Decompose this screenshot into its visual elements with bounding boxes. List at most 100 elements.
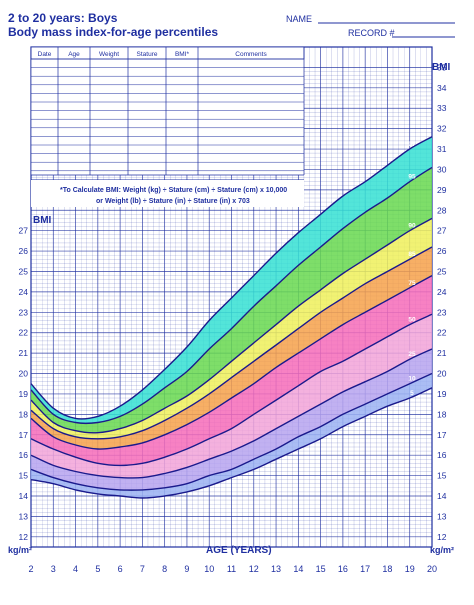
y-tick-left: 25 (19, 266, 29, 276)
table-header-cell: Weight (99, 51, 119, 58)
y-tick-left: 21 (19, 348, 29, 358)
x-tick: 6 (118, 564, 123, 574)
x-tick: 7 (140, 564, 145, 574)
formula-line1: *To Calculate BMI: Weight (kg) ÷ Stature… (60, 187, 287, 194)
x-tick: 14 (293, 564, 303, 574)
table-header-cell: Comments (235, 51, 267, 58)
y-tick-left: 19 (19, 389, 29, 399)
percentile-line-90 (30, 217, 433, 434)
band-75-50 (31, 275, 432, 466)
y-tick-right: 25 (437, 266, 447, 276)
percentile-line-10 (30, 372, 433, 491)
bmi-label-right: BMI (432, 62, 451, 73)
y-tick-right: 13 (437, 511, 447, 521)
y-tick-left: 24 (19, 287, 29, 297)
x-tick: 18 (382, 564, 392, 574)
y-tick-left: 23 (19, 307, 29, 317)
y-tick-right: 21 (437, 348, 447, 358)
y-tick-right: 22 (437, 328, 447, 338)
record-label: RECORD # (348, 28, 395, 38)
y-tick-left: 26 (19, 246, 29, 256)
table-header-cell: Age (68, 51, 80, 58)
table-header-cell: BMI* (175, 51, 190, 58)
measurement-table: Date Age Weight Stature BMI* Comments (30, 46, 305, 180)
percentile-label-85: 85 (408, 251, 416, 258)
x-tick: 20 (427, 564, 437, 574)
x-tick: 2 (28, 564, 33, 574)
percentile-label-10: 10 (408, 376, 416, 383)
y-tick-right: 15 (437, 471, 447, 481)
x-tick: 16 (338, 564, 348, 574)
y-tick-left: 13 (19, 511, 29, 521)
x-tick: 12 (249, 564, 259, 574)
y-tick-right: 18 (437, 409, 447, 419)
percentile-label-50: 50 (408, 317, 416, 324)
percentile-line-50 (30, 313, 433, 467)
percentile-label-5: 5 (410, 390, 414, 397)
y-tick-right: 16 (437, 450, 447, 460)
band-50-25 (31, 314, 432, 479)
x-tick: 15 (316, 564, 326, 574)
chart-title-line1: 2 to 20 years: Boys (8, 11, 118, 25)
percentile-curves: 97 95 90 85 75 50 25 10 5 (30, 136, 433, 499)
percentile-label-95: 95 (408, 174, 416, 181)
x-tick: 8 (162, 564, 167, 574)
band-10-5 (31, 373, 432, 498)
ticks: 1213141516171819202122232425262712131415… (19, 62, 447, 574)
y-tick-right: 30 (437, 164, 447, 174)
y-tick-right: 32 (437, 124, 447, 134)
x-tick: 11 (227, 564, 236, 574)
y-tick-right: 28 (437, 205, 447, 215)
unit-label-right: kg/m² (430, 545, 454, 555)
x-tick: 9 (184, 564, 189, 574)
y-tick-left: 18 (19, 409, 29, 419)
y-tick-left: 14 (19, 491, 29, 501)
y-tick-left: 22 (19, 328, 29, 338)
chart-title-line2: Body mass index-for-age percentiles (8, 25, 218, 39)
table-header-cell: Stature (137, 51, 158, 58)
y-tick-left: 20 (19, 369, 29, 379)
y-tick-right: 20 (437, 369, 447, 379)
bmi-label-left: BMI (33, 215, 52, 226)
x-tick: 10 (204, 564, 214, 574)
percentile-line-95 (30, 166, 433, 425)
y-tick-left: 15 (19, 471, 29, 481)
table-header-cell: Date (38, 51, 52, 58)
band-97-95 (31, 136, 432, 424)
unit-label-left: kg/m² (8, 545, 32, 555)
percentile-line-25 (30, 348, 433, 479)
percentile-line-5 (30, 387, 433, 499)
y-tick-right: 24 (437, 287, 447, 297)
x-tick: 19 (405, 564, 415, 574)
y-tick-right: 29 (437, 185, 447, 195)
x-tick: 13 (271, 564, 281, 574)
formula-box (31, 180, 304, 207)
percentile-label-97: 97 (408, 141, 416, 148)
percentile-label-75: 75 (408, 280, 416, 287)
table-background (31, 47, 304, 175)
band-25-10 (31, 349, 432, 491)
y-tick-right: 12 (437, 532, 447, 542)
formula-line2: or Weight (lb) ÷ Stature (in) ÷ Stature … (96, 198, 250, 205)
y-tick-left: 16 (19, 450, 29, 460)
y-tick-right: 33 (437, 103, 447, 113)
y-tick-right: 34 (437, 83, 447, 93)
y-tick-right: 26 (437, 246, 447, 256)
y-tick-right: 35 (437, 62, 447, 72)
y-tick-right: 31 (437, 144, 447, 154)
percentile-bands (31, 136, 432, 498)
y-tick-left: 27 (19, 226, 29, 236)
percentile-line-75 (30, 274, 433, 450)
y-tick-right: 19 (437, 389, 447, 399)
x-tick: 4 (73, 564, 78, 574)
y-tick-left: 12 (19, 532, 29, 542)
percentile-line-97 (30, 136, 433, 420)
x-tick: 17 (360, 564, 370, 574)
y-tick-right: 14 (437, 491, 447, 501)
x-tick: 5 (95, 564, 100, 574)
y-tick-right: 27 (437, 226, 447, 236)
y-tick-right: 23 (437, 307, 447, 317)
x-tick: 3 (51, 564, 56, 574)
y-tick-left: 17 (19, 430, 29, 440)
